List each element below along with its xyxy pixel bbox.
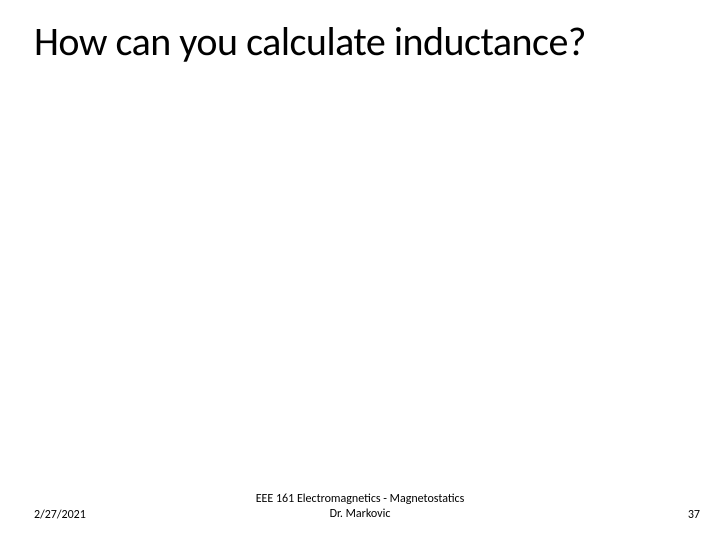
footer-course-line: EEE 161 Electromagnetics - Magnetostatic… — [0, 492, 720, 507]
slide-title: How can you calculate inductance? — [34, 20, 700, 64]
footer-center: EEE 161 Electromagnetics - Magnetostatic… — [0, 492, 720, 522]
footer-author-line: Dr. Markovic — [0, 507, 720, 522]
footer-page-number: 37 — [688, 508, 700, 522]
slide: How can you calculate inductance? 2/27/2… — [0, 0, 720, 540]
